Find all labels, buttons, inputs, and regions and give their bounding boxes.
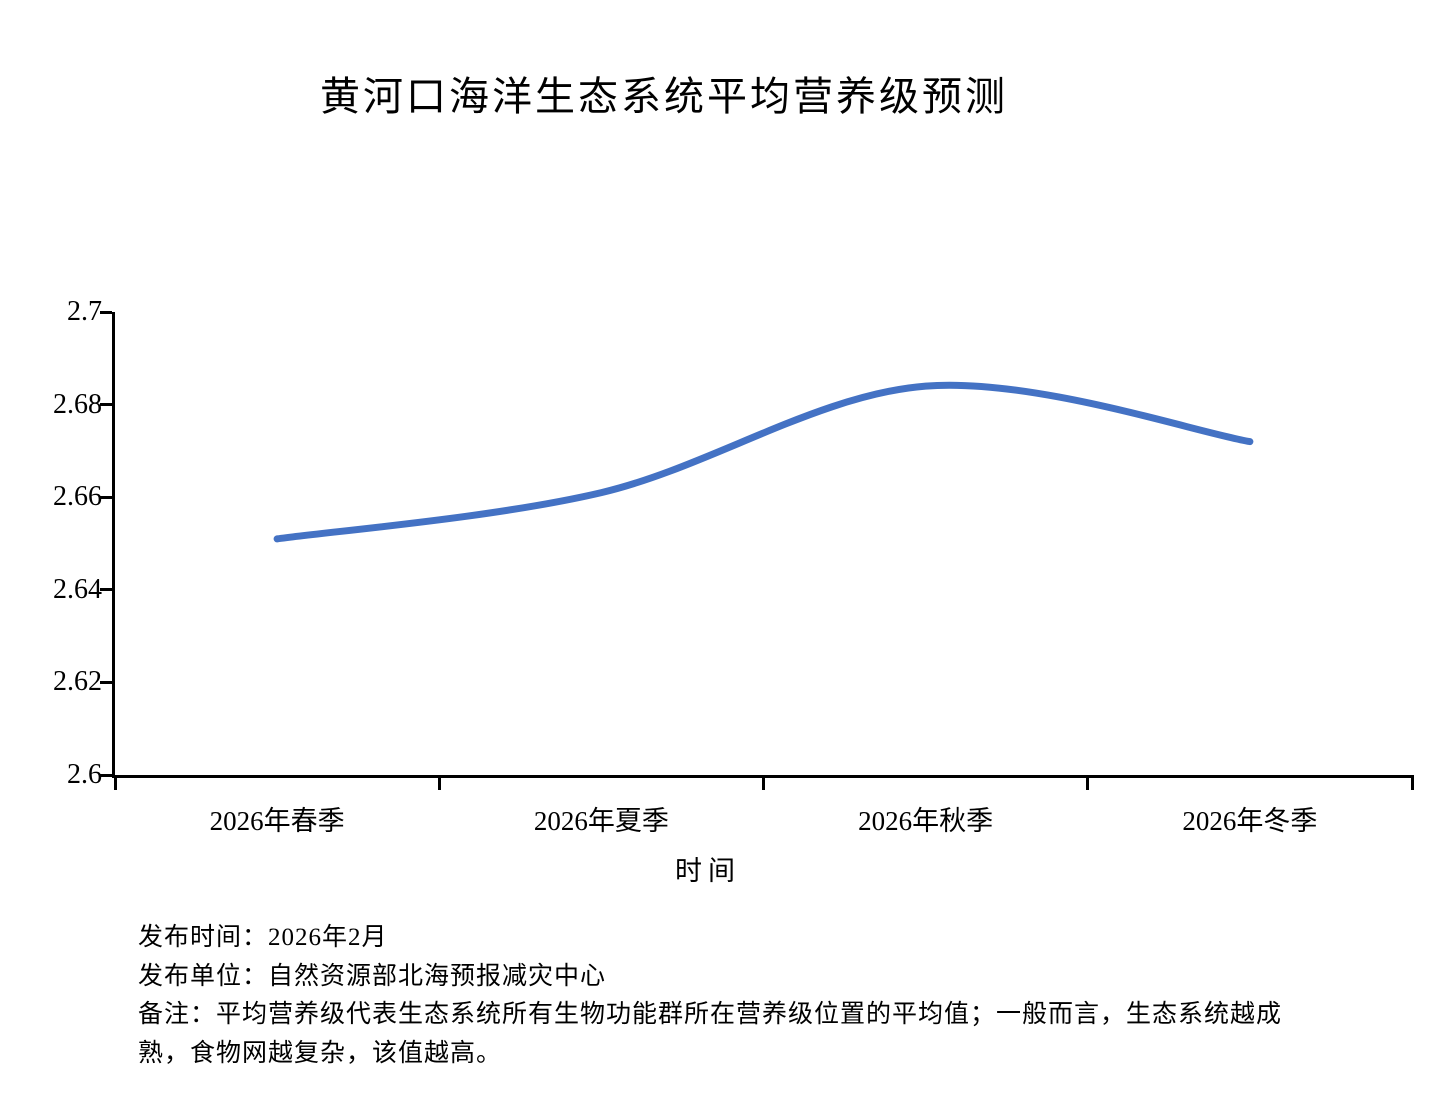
y-axis-tick-label: 2.68 xyxy=(53,388,102,420)
y-axis-tick-label: 2.66 xyxy=(53,481,102,513)
y-tick-mark xyxy=(100,495,112,499)
x-tick-mark xyxy=(437,775,441,790)
note-line-2: 熟，食物网越复杂，该值越高。 xyxy=(138,1039,503,1067)
y-axis-tick-label: 2.7 xyxy=(67,296,102,327)
x-tick-mark xyxy=(113,775,117,790)
x-tick-mark xyxy=(762,775,765,790)
x-axis-tick-label: 2026年夏季 xyxy=(533,806,669,836)
y-tick-mark xyxy=(100,773,112,777)
x-tick-mark xyxy=(1086,775,1090,790)
x-tick-mark xyxy=(1410,775,1414,790)
x-axis-title: 时间 xyxy=(675,856,741,886)
publish-time-line: 发布时间：2026年2月 xyxy=(138,924,388,951)
footer-notes: 发布时间：2026年2月 发布单位：自然资源部北海预报减灾中心 备注：平均营养级… xyxy=(138,919,1408,1073)
publish-org-line: 发布单位：自然资源部北海预报减灾中心 xyxy=(138,962,607,990)
chart-title: 黄河口海洋生态系统平均营养级预测 xyxy=(320,74,1008,119)
trend-line-chart xyxy=(273,381,1254,543)
y-axis-tick-label: 2.6 xyxy=(67,759,102,790)
y-tick-mark xyxy=(100,588,112,592)
y-tick-mark xyxy=(100,680,112,684)
plot-area: 2.7 2.68 2.66 2.64 2.62 2.6 2026年春季 2026年夏季 2026… xyxy=(53,296,1414,836)
trophic-level-line xyxy=(273,381,1254,543)
note-line-1: 备注：平均营养级代表生态系统所有生物功能群所在营养级位置的平均值；一般而言，生态… xyxy=(138,1001,1283,1028)
x-axis-tick-label: 2026年秋季 xyxy=(858,806,994,836)
x-axis-tick-label: 2026年春季 xyxy=(209,806,345,836)
y-tick-mark xyxy=(100,310,112,314)
y-axis-tick-label: 2.62 xyxy=(53,666,102,698)
y-axis-tick-label: 2.64 xyxy=(53,573,102,605)
y-tick-mark xyxy=(100,403,112,407)
x-axis-tick-label: 2026年冬季 xyxy=(1182,806,1318,836)
